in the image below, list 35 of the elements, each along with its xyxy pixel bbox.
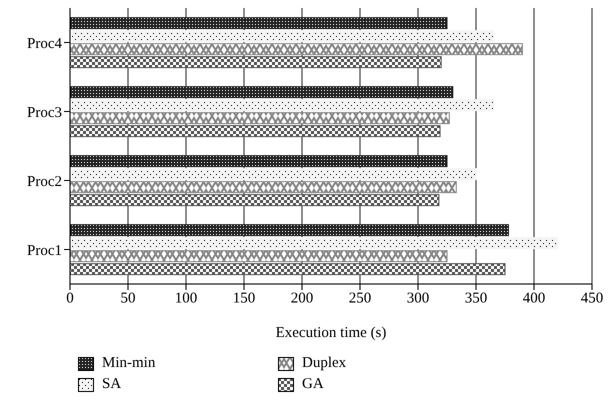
x-axis-title: Execution time (s): [276, 325, 386, 341]
y-tick-label: Proc2: [27, 174, 62, 190]
legend-label: GA: [302, 376, 324, 393]
x-tick-label: 450: [580, 290, 604, 307]
legend-label: Min-min: [102, 355, 156, 372]
bar: [70, 181, 457, 194]
bar: [70, 99, 494, 112]
bar: [70, 56, 442, 68]
bar: [70, 224, 509, 236]
bar: [70, 237, 558, 250]
bar: [70, 155, 448, 168]
y-tick-label: Proc1: [27, 242, 62, 259]
x-tick-label: 150: [232, 290, 256, 307]
x-tick-label: 200: [290, 290, 314, 307]
bar: [70, 250, 448, 262]
legend-label: SA: [102, 376, 122, 393]
x-tick-label: 50: [120, 290, 136, 307]
x-tick-label: 350: [464, 290, 488, 307]
y-tick-label: Proc4: [27, 36, 62, 52]
bar: [70, 43, 523, 56]
x-tick-label: 400: [522, 290, 546, 307]
x-tick-label: 250: [348, 290, 372, 307]
x-tick-label: 100: [174, 290, 198, 307]
bar: [70, 86, 454, 98]
bar: [70, 30, 494, 42]
y-tick-label: Proc3: [27, 104, 62, 121]
bar: [70, 168, 476, 180]
x-tick-label: 300: [406, 290, 430, 307]
x-tick-label: 0: [66, 290, 74, 307]
bar: [70, 17, 448, 30]
bar: [70, 112, 450, 124]
legend-label: Duplex: [302, 355, 346, 372]
bar: [70, 125, 441, 138]
bar: [70, 194, 440, 206]
bar: [70, 263, 506, 276]
